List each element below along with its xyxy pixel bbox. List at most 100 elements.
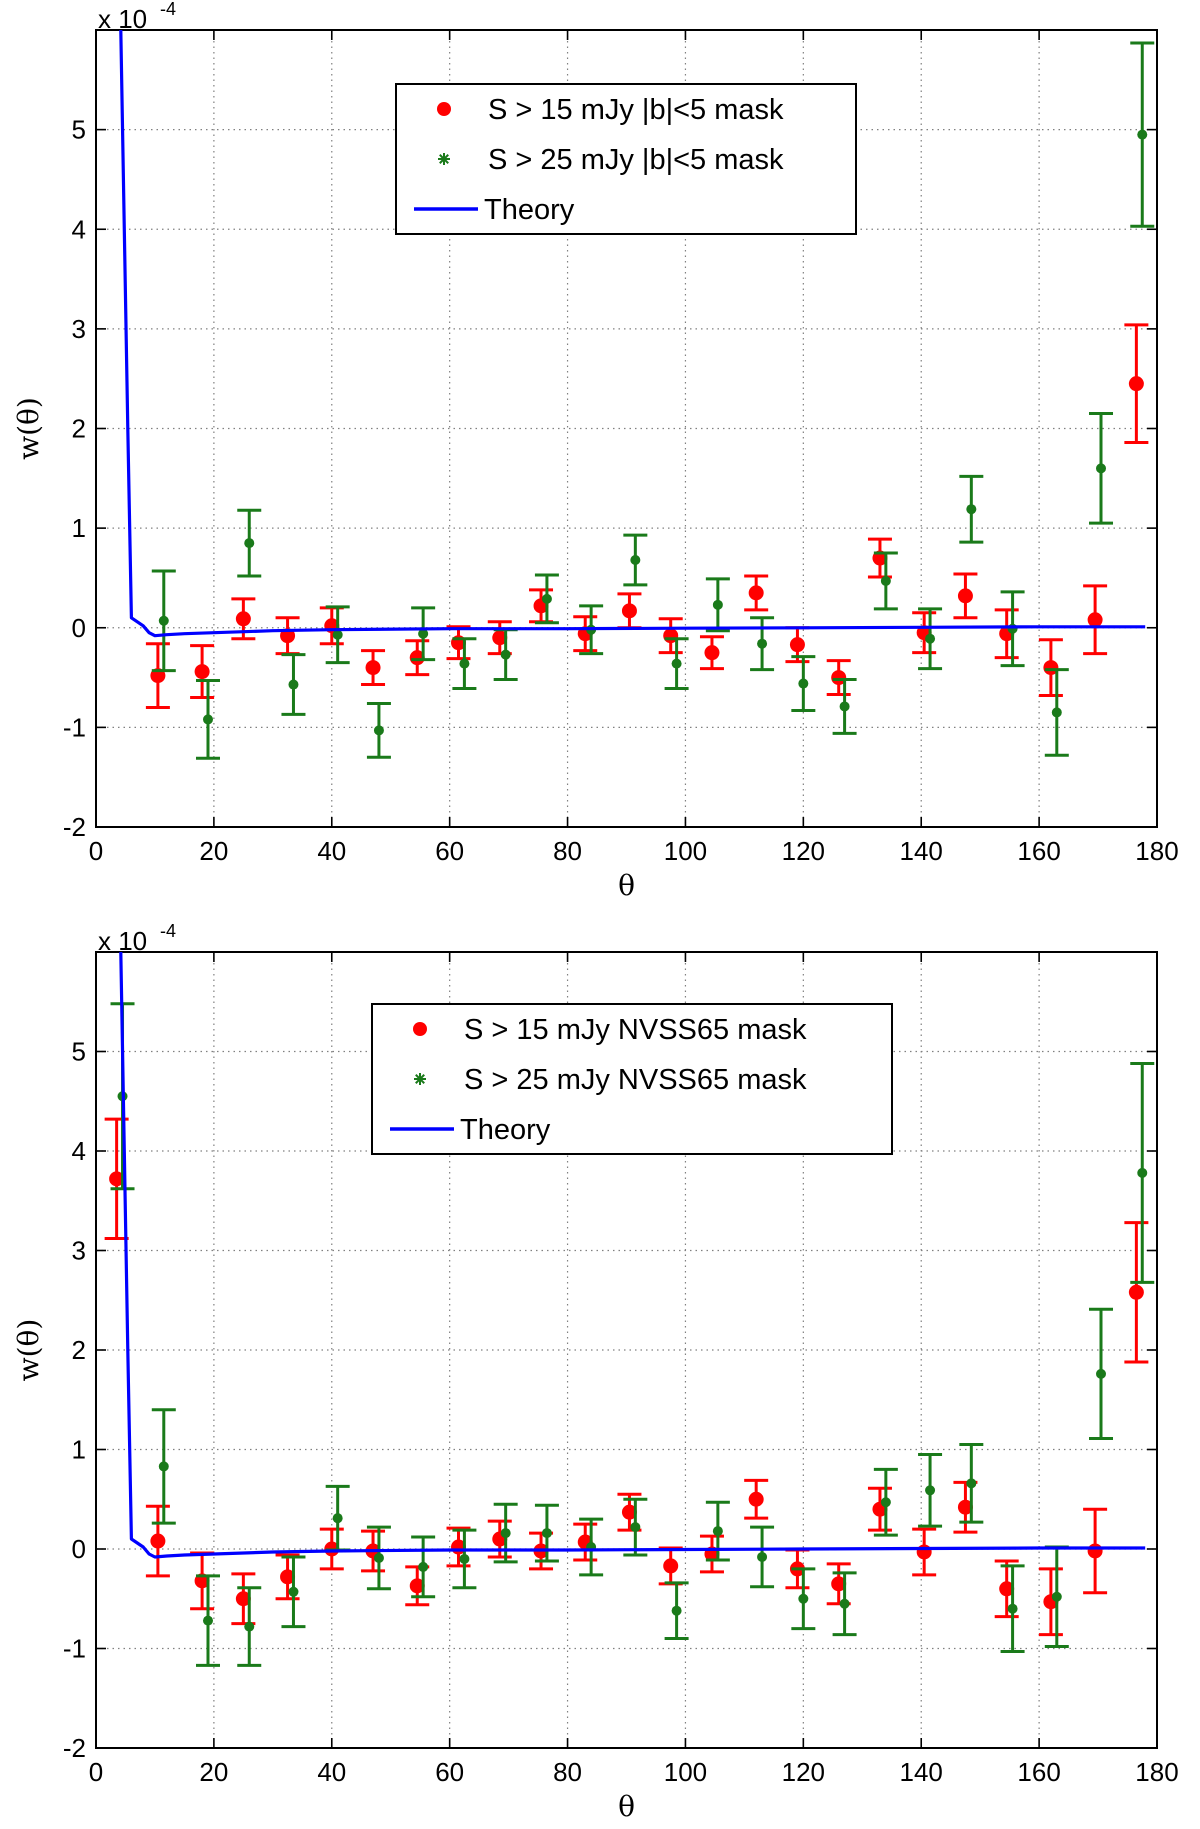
data-point-green [1007,1603,1018,1614]
data-point-green [459,1553,470,1564]
data-point-green [202,714,213,725]
legend: S > 15 mJy NVSS65 mask S > 25 mJy NVSS65 … [371,1003,893,1155]
theory-line [119,30,1146,638]
legend-label: S > 15 mJy NVSS65 mask [464,1014,807,1046]
data-point-green [244,1621,255,1632]
x-tick-label: 160 [1017,1757,1060,1787]
data-point-green [839,1598,850,1609]
y-tick-label: 1 [72,513,86,543]
data-point-green [1051,1591,1062,1602]
x-tick-label: 160 [1017,836,1060,866]
data-point-green [757,1551,768,1562]
data-point-green [671,658,682,669]
data-point-green [839,701,850,712]
data-point-green [1096,1368,1107,1379]
axis-multiplier-exponent: -4 [160,921,176,941]
axis-multiplier-exponent: -4 [160,0,176,19]
data-point-green [418,1561,429,1572]
y-tick-label: 3 [72,314,86,344]
data-point-green [1007,623,1018,634]
data-point-green [332,1513,343,1524]
data-point-green [966,1478,977,1489]
data-point-green [712,1526,723,1537]
data-point-green [288,1586,299,1597]
y-axis-label: w(θ) [12,1319,45,1382]
y-tick-label: 3 [72,1236,86,1266]
y-tick-label: 2 [72,1335,86,1365]
data-point-green [541,593,552,604]
y-tick-label: -2 [63,1733,86,1763]
data-point-green [418,628,429,639]
data-point-red [663,1558,679,1574]
x-tick-label: 100 [664,836,707,866]
data-point-green [757,638,768,649]
data-point-green [798,1593,809,1604]
data-point-red [109,1171,125,1187]
data-point-green [630,555,641,566]
data-point-red [409,1578,425,1594]
data-point-green [459,658,470,669]
axis-ticks [95,30,1158,828]
axis-multiplier: x 10 [98,926,147,956]
data-point-red [916,1544,932,1560]
legend-marker-dot [437,102,451,116]
data-point-green [966,504,977,515]
x-tick-label: 80 [553,1757,582,1787]
legend-label: S > 25 mJy |b|<5 mask [488,144,784,176]
x-tick-label: 140 [900,1757,943,1787]
y-tick-label: 5 [72,115,86,145]
data-point-red [621,603,637,619]
data-point-green [500,649,511,660]
x-tick-label: 40 [317,836,346,866]
data-point-green [541,1528,552,1539]
y-tick-label: -2 [63,812,86,842]
data-point-green [925,633,936,644]
x-tick-label: 20 [199,1757,228,1787]
x-tick-label: 0 [89,1757,103,1787]
data-point-green [925,1485,936,1496]
data-point-red [1087,1543,1103,1559]
data-point-green [671,1605,682,1616]
data-point-red [1128,376,1144,392]
y-tick-label: 5 [72,1037,86,1067]
x-tick-label: 180 [1135,1757,1178,1787]
legend-box [371,1003,893,1155]
data-point-green [880,575,891,586]
x-tick-label: 0 [89,836,103,866]
data-point-red [748,1491,764,1507]
data-point-red [957,1499,973,1515]
x-tick-label: 20 [199,836,228,866]
data-point-green [373,1552,384,1563]
star-stroke [415,1074,425,1084]
data-point-green [500,1528,511,1539]
data-point-green [202,1615,213,1626]
data-point-red [235,611,251,627]
data-point-red [957,588,973,604]
x-tick-label: 120 [782,1757,825,1787]
data-point-red [150,1533,166,1549]
data-point-green [630,1522,641,1533]
data-point-red [831,670,847,686]
data-point-green [373,725,384,736]
x-tick-label: 100 [664,1757,707,1787]
data-point-red [1128,1284,1144,1300]
data-point-green [1051,707,1062,718]
x-tick-label: 40 [317,1757,346,1787]
bottom-chart-panel: 0 20 40 60 80 100 120 140 160 180 -2 -1 0 1 2 3 4 5 x 10 -4… [12,921,1179,1823]
data-point-green [288,679,299,690]
data-point-green [712,599,723,610]
legend-marker-star [438,153,450,165]
legend-label: Theory [484,194,575,226]
y-tick-label: 4 [72,1136,86,1166]
axis-multiplier: x 10 [98,4,147,34]
data-point-red [789,637,805,653]
data-point-green [880,1497,891,1508]
data-point-red [831,1576,847,1592]
legend-label: S > 15 mJy |b|<5 mask [488,94,784,126]
legend: S > 15 mJy |b|<5 mask S > 25 mJy |b|<5 ma… [395,83,857,235]
data-point-red [409,650,425,666]
x-axis-label: θ [618,869,635,902]
data-point-red [365,660,381,676]
axis-ticks [95,952,1158,1749]
data-point-red [194,664,210,680]
